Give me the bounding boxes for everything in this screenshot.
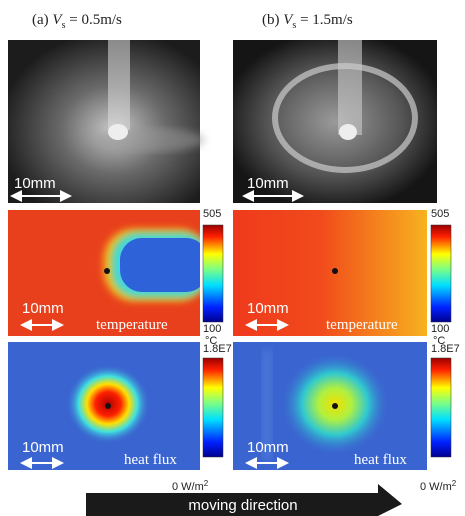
scale-label: 10mm (247, 439, 289, 456)
column-label: (a) Vs = 0.5m/s (32, 12, 122, 31)
colorbar-max: 505 (203, 208, 221, 220)
colorbar-min: 100 (203, 323, 221, 335)
photo: 10mm (8, 40, 205, 203)
colorbar-min: 0 W/m2 (420, 479, 457, 493)
colorbar-max: 505 (431, 208, 449, 220)
colorbar-min: 0 W/m2 (172, 479, 209, 493)
scale-label: 10mm (22, 300, 64, 317)
heat-flux-map: 10mm heat flux 1.8E7 0 W/m2 (233, 342, 460, 493)
colorbar-unit: °C (433, 335, 445, 347)
colorbar-min: 100 (431, 323, 449, 335)
scale-label: 10mm (247, 300, 289, 317)
map-name: heat flux (124, 452, 177, 468)
colorbar-max: 1.8E7 (431, 343, 460, 355)
column-label: (b) Vs = 1.5m/s (262, 12, 353, 31)
map-name: heat flux (354, 452, 407, 468)
scale-label: 10mm (14, 175, 56, 192)
direction-arrow: moving direction (86, 484, 402, 516)
colorbar-unit: °C (205, 335, 217, 347)
temperature-map: 10mm temperature 505 100 °C (8, 205, 230, 347)
photo: 10mm (233, 40, 437, 203)
scale-label: 10mm (247, 175, 289, 192)
map-name: temperature (326, 317, 398, 333)
map-name: temperature (96, 317, 168, 333)
arrow-label: moving direction (188, 497, 297, 514)
scale-label: 10mm (22, 439, 64, 456)
heat-flux-map: 10mm heat flux 1.8E7 0 W/m2 (8, 342, 232, 493)
temperature-map: 10mm temperature 505 100 °C (233, 208, 452, 347)
colorbar-max: 1.8E7 (203, 343, 232, 355)
